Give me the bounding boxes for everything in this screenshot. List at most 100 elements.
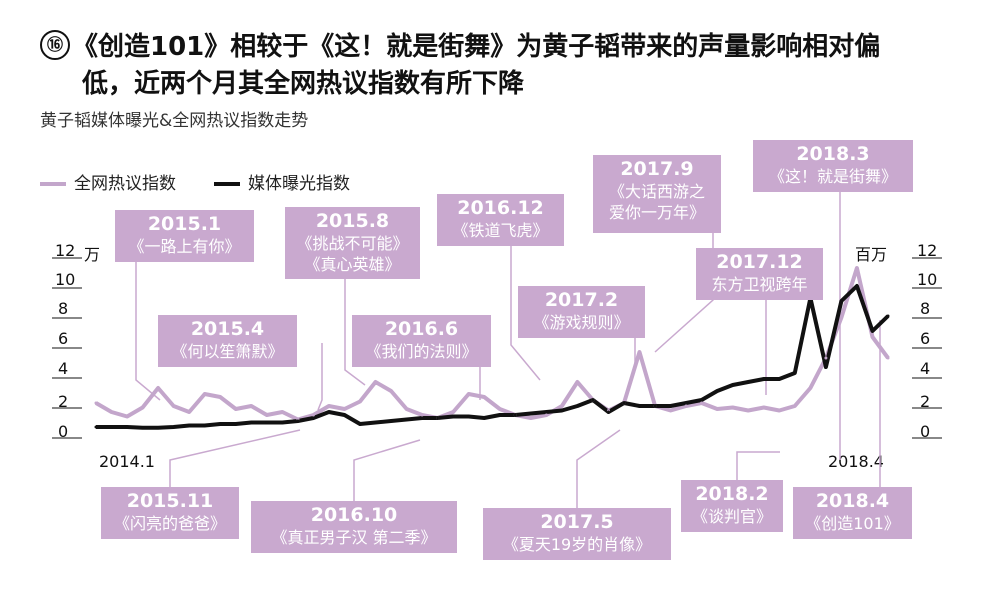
data-point-s1-47 [824, 356, 828, 360]
data-point-s1-39 [700, 401, 704, 405]
data-point-s2-16 [343, 413, 346, 417]
right-tick-0: 0 [920, 422, 931, 441]
callout-2018-4: 2018.4 《创造101》 [793, 487, 912, 539]
callout-2016-10: 2016.10 《真正男子汉 第二季》 [251, 501, 457, 553]
callout-show: 《创造101》 [805, 514, 900, 533]
legend-series-1: 全网热议指数 [40, 169, 176, 194]
data-point-s1-2 [125, 415, 129, 418]
data-point-s2-36 [653, 404, 657, 408]
data-point-s1-48 [839, 316, 843, 319]
data-point-s2-17 [358, 422, 362, 426]
callout-2016-6: 2016.6 《我们的法则》 [352, 315, 491, 367]
right-tick-4: 4 [920, 359, 931, 378]
data-point-s1-40 [715, 407, 719, 411]
left-axis-unit: 万 [84, 245, 101, 264]
callout-date: 2017.2 [544, 289, 619, 311]
data-point-s1-50 [871, 335, 874, 339]
series-points-media-index [94, 284, 890, 430]
legend-series-2: 媒体曝光指数 [214, 169, 350, 194]
callout-show: 《挑战不可能》 [296, 234, 409, 253]
data-point-s1-18 [374, 380, 377, 384]
data-point-s2-8 [218, 422, 222, 426]
leader-line-13 [736, 451, 780, 480]
callout-show: 《夏天19岁的肖像》 [502, 535, 652, 554]
data-point-s1-43 [762, 406, 766, 409]
data-point-s2-20 [405, 418, 409, 421]
callout-show-2: 爱你一万年》 [608, 203, 705, 222]
callout-show: 《大话西游之 [608, 182, 705, 201]
axis-tick-lines [52, 257, 942, 439]
title-number: ⑯ [40, 30, 70, 60]
data-point-s2-19 [389, 419, 393, 423]
data-point-s1-42 [746, 409, 750, 412]
data-point-s1-8 [218, 395, 222, 399]
data-point-s2-24 [467, 415, 471, 418]
data-point-s2-0 [94, 425, 98, 429]
data-point-s2-38 [684, 401, 688, 405]
data-point-s1-0 [94, 401, 98, 405]
data-point-s1-29 [544, 413, 548, 417]
data-point-s2-5 [172, 425, 176, 429]
data-point-s1-15 [327, 404, 331, 408]
data-point-s2-7 [203, 424, 207, 427]
data-point-s2-21 [420, 416, 424, 420]
callout-2015-11: 2015.11 《闪亮的爸爸》 [101, 487, 239, 539]
left-tick-0: 0 [58, 422, 69, 441]
data-point-s1-19 [389, 389, 393, 393]
callout-date: 2015.11 [126, 490, 214, 512]
data-point-s1-38 [684, 404, 688, 408]
data-point-s2-43 [762, 377, 766, 381]
callout-date: 2016.12 [457, 197, 544, 219]
chart-subtitle: 黄子韬媒体曝光&全网热议指数走势 [40, 111, 309, 131]
callout-2017-9: 2017.9 《大话西游之 爱你一万年》 [593, 155, 721, 233]
data-point-s1-23 [451, 410, 455, 414]
data-point-s2-33 [607, 410, 610, 414]
callout-date: 2018.4 [815, 490, 890, 512]
data-point-s2-22 [436, 416, 440, 420]
left-tick-12: 12 [55, 241, 76, 260]
callout-show: 《游戏规则》 [533, 313, 630, 332]
right-tick-2: 2 [920, 392, 931, 411]
data-point-s1-28 [529, 416, 533, 420]
data-point-s2-32 [591, 398, 595, 402]
data-point-s1-45 [793, 404, 797, 408]
data-point-s1-16 [343, 407, 346, 411]
data-point-s2-18 [374, 421, 377, 424]
series-line-hot-index [94, 266, 890, 422]
data-point-s1-9 [234, 407, 238, 411]
data-point-s2-26 [498, 413, 502, 417]
callout-show: 《这！就是街舞》 [768, 167, 897, 186]
right-tick-12: 12 [917, 241, 938, 260]
callout-2017-12: 2017.12 东方卫视跨年 [696, 248, 823, 300]
data-point-s1-21 [420, 413, 424, 417]
data-point-s2-34 [622, 401, 626, 405]
data-point-s2-35 [638, 404, 641, 408]
callout-2017-5: 2017.5 《夏天19岁的肖像》 [483, 508, 671, 560]
leader-line-2 [344, 279, 366, 386]
data-point-s2-49 [855, 284, 859, 288]
data-point-s2-28 [529, 412, 533, 415]
data-point-s2-39 [700, 398, 704, 402]
data-point-s2-44 [777, 377, 781, 381]
left-tick-6: 6 [58, 329, 69, 348]
data-point-s2-31 [575, 404, 579, 408]
callout-date: 2017.5 [540, 511, 614, 533]
data-point-s2-51 [886, 314, 890, 318]
callout-show: 《我们的法则》 [365, 342, 478, 361]
data-point-s2-12 [280, 421, 284, 424]
callout-show: 《一路上有你》 [128, 237, 241, 256]
callout-2018-3: 2018.3 《这！就是街舞》 [753, 140, 913, 192]
callout-2017-2: 2017.2 《游戏规则》 [518, 286, 645, 338]
callout-show: 《谈判官》 [691, 507, 772, 526]
data-point-s2-50 [871, 329, 874, 333]
left-tick-4: 4 [58, 359, 69, 378]
callout-show: 《真正男子汉 第二季》 [271, 528, 437, 547]
callout-date: 2015.4 [190, 318, 265, 340]
callout-2016-12: 2016.12 《铁道飞虎》 [437, 194, 564, 246]
left-tick-8: 8 [58, 299, 69, 318]
data-point-s2-15 [327, 410, 331, 414]
data-point-s1-37 [669, 409, 673, 412]
data-point-s2-47 [824, 365, 828, 369]
leader-line-4 [510, 246, 541, 381]
